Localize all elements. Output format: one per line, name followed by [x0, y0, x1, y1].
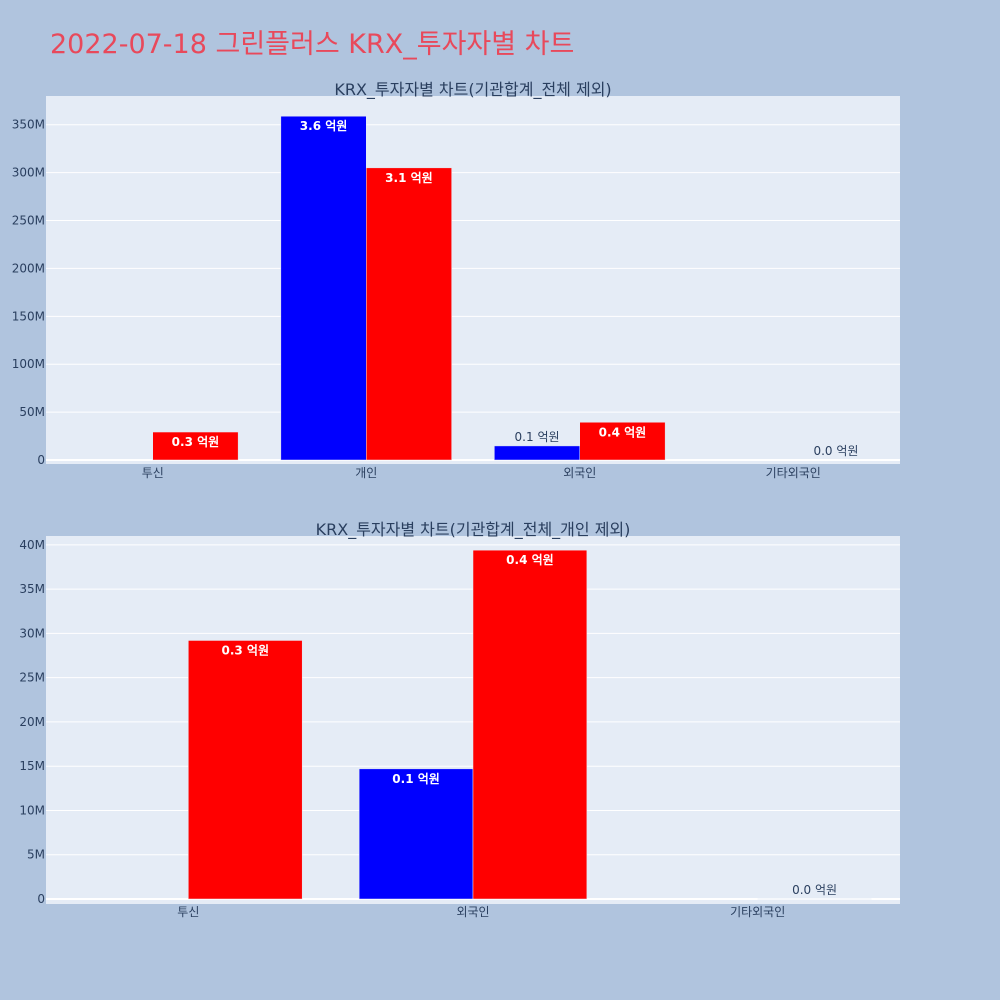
x-tick-label: 기타외국인	[730, 905, 785, 919]
data-label: 3.6 억원	[300, 119, 348, 133]
bar	[280, 115, 367, 461]
y-tick-label: 25M	[19, 671, 45, 685]
chart-title: KRX_투자자별 차트(기관합계_전체 제외)	[334, 80, 611, 100]
bar	[472, 549, 588, 900]
data-label: 0.4 억원	[599, 425, 647, 439]
data-label: 0.1 억원	[515, 430, 560, 444]
x-tick-label: 외국인	[456, 905, 489, 919]
bar	[152, 431, 239, 461]
page-title: 2022-07-18 그린플러스 KRX_투자자별 차트	[50, 29, 575, 60]
y-tick-label: 15M	[19, 759, 45, 773]
x-tick-label: 기타외국인	[766, 466, 821, 480]
y-tick-label: 100M	[12, 357, 45, 371]
bar	[358, 768, 474, 900]
y-tick-label: 35M	[19, 582, 45, 596]
y-tick-label: 10M	[19, 803, 45, 817]
plot-area	[46, 96, 900, 464]
chart-2: 0 5M 10M 15M 20M 25M 30M 35M 40M KRX_투자자별 차트(기관합계…	[19, 520, 900, 919]
y-tick-label: 0	[37, 453, 45, 467]
data-label: 3.1 억원	[385, 171, 433, 185]
y-tick-label: 5M	[27, 848, 45, 862]
x-tick-label: 투신	[142, 466, 164, 480]
data-label: 0.1 억원	[392, 772, 440, 786]
y-tick-label: 150M	[12, 309, 45, 323]
data-label: 0.3 억원	[222, 643, 270, 657]
data-label: 0.3 억원	[172, 435, 220, 449]
y-tick-label: 30M	[19, 626, 45, 640]
bar	[188, 640, 303, 900]
y-tick-label: 250M	[12, 214, 45, 228]
data-label: 0.0 억원	[792, 883, 837, 897]
y-tick-label: 200M	[12, 261, 45, 275]
bar	[366, 167, 452, 461]
chart-title: KRX_투자자별 차트(기관합계_전체_개인 제외)	[316, 520, 631, 540]
x-tick-label: 개인	[355, 466, 377, 480]
y-tick-label: 0	[37, 892, 45, 906]
x-tick-label: 투신	[177, 905, 199, 919]
y-tick-label: 20M	[19, 715, 45, 729]
bar	[494, 445, 581, 461]
y-tick-label: 350M	[12, 118, 45, 132]
x-tick-label: 외국인	[563, 466, 596, 480]
y-tick-label: 300M	[12, 166, 45, 180]
chart-1: 0 50M 100M 150M 200M 250M 300M 350M KRX_투자자별 차트(…	[12, 80, 900, 480]
bar	[579, 422, 666, 461]
y-tick-label: 40M	[19, 538, 45, 552]
y-tick-label: 50M	[19, 405, 45, 419]
data-label: 0.0 억원	[813, 444, 858, 458]
data-label: 0.4 억원	[506, 553, 554, 567]
